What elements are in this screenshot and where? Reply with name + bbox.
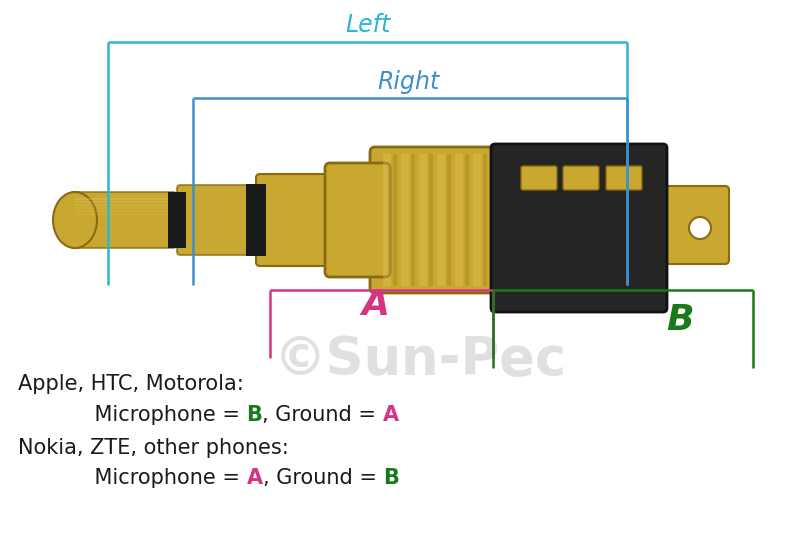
FancyBboxPatch shape [256,174,342,266]
Bar [411,154,415,286]
Bar [465,154,469,286]
Text: A: A [246,468,262,488]
Bar [246,184,266,256]
FancyBboxPatch shape [69,192,177,248]
Text: A: A [383,405,399,425]
Ellipse shape [53,192,97,248]
Text: B: B [666,303,694,337]
Bar [401,154,409,286]
FancyBboxPatch shape [636,186,729,264]
Circle shape [689,217,711,239]
Bar [75,210,171,212]
FancyBboxPatch shape [606,166,642,190]
Bar [437,154,445,286]
Text: Apple, HTC, Motorola:: Apple, HTC, Motorola: [18,374,244,394]
Bar [168,192,186,248]
Bar [75,213,171,215]
Bar [473,154,481,286]
Bar [447,154,451,286]
FancyBboxPatch shape [563,166,599,190]
Bar [429,154,433,286]
Text: B: B [383,468,399,488]
FancyBboxPatch shape [370,147,510,293]
Bar [75,207,171,209]
Bar [393,154,397,286]
FancyBboxPatch shape [521,166,557,190]
Text: Nokia, ZTE, other phones:: Nokia, ZTE, other phones: [18,438,289,458]
Bar [75,201,171,203]
Bar [75,198,171,200]
FancyBboxPatch shape [177,185,255,255]
Text: ©Sun-Pec: ©Sun-Pec [274,334,566,386]
Text: , Ground =: , Ground = [262,405,383,425]
Text: Microphone =: Microphone = [68,405,246,425]
Text: Microphone =: Microphone = [68,468,246,488]
Bar [383,154,391,286]
FancyBboxPatch shape [491,144,667,312]
Bar [75,204,171,206]
FancyBboxPatch shape [325,163,390,277]
Text: B: B [246,405,262,425]
Bar [483,154,487,286]
Text: A: A [361,288,389,322]
Text: Right: Right [377,70,439,94]
Text: , Ground =: , Ground = [262,468,383,488]
Bar [419,154,427,286]
Bar [455,154,463,286]
Text: Left: Left [346,13,390,37]
